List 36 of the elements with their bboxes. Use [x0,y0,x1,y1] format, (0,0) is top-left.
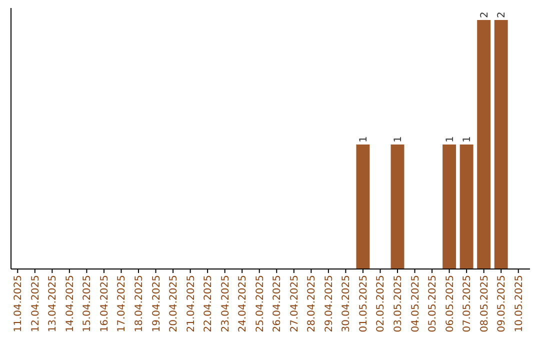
data-label: 2 [496,12,508,18]
x-tick-label: 17.04.2025 [116,275,128,332]
x-tick-label: 19.04.2025 [151,275,162,332]
x-tick-label: 09.05.2025 [496,275,508,332]
x-tick-label: 04.05.2025 [410,275,422,332]
x-tick-label: 08.05.2025 [479,275,490,332]
x-tick-label: 21.04.2025 [186,275,197,332]
x-tick-label: 27.04.2025 [289,275,300,332]
x-tick-label: 24.04.2025 [238,275,249,332]
x-tick-label: 03.05.2025 [393,275,404,332]
data-label: 1 [444,136,456,142]
x-tick-label: 02.05.2025 [376,275,387,332]
x-tick-label: 22.04.2025 [203,275,214,332]
data-label: 2 [479,12,490,18]
data-label: 1 [358,136,370,142]
x-tick-label: 28.04.2025 [306,275,318,332]
x-tick-label: 25.04.2025 [254,275,266,332]
x-tick-label: 30.04.2025 [341,275,352,332]
x-tick-label: 15.04.2025 [82,275,94,332]
x-tick-label: 26.04.2025 [272,275,284,332]
x-tick-label: 06.05.2025 [444,275,456,332]
data-label: 1 [462,136,474,142]
x-tick-label: 12.04.2025 [30,275,42,332]
x-tick-label: 14.04.2025 [64,275,76,332]
x-tick-label: 29.04.2025 [324,275,335,332]
x-tick-label: 10.05.2025 [514,275,525,332]
x-tick-label: 07.05.2025 [462,275,474,332]
x-tick-label: 11.04.2025 [13,275,24,332]
data-label: 1 [393,136,404,142]
x-tick-label: 20.04.2025 [168,275,180,332]
x-tick-label: 18.04.2025 [134,275,145,332]
x-tick-label: 01.05.2025 [358,275,370,332]
x-tick-label: 05.05.2025 [428,275,439,332]
x-tick-label: 13.04.2025 [48,275,59,332]
x-tick-label: 23.04.2025 [220,275,232,332]
x-tick-label: 16.04.2025 [99,275,110,332]
